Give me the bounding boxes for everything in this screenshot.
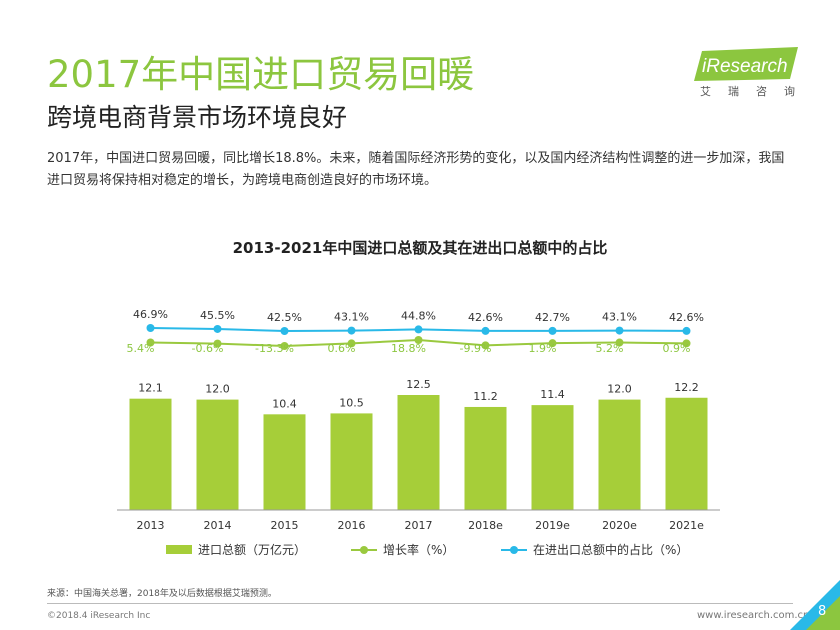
footer-divider bbox=[47, 603, 793, 604]
growth-data-label: 1.9% bbox=[529, 342, 557, 355]
x-tick-label: 2015 bbox=[271, 519, 299, 532]
bar-data-label: 12.0 bbox=[205, 383, 230, 396]
growth-data-label: 5.2% bbox=[596, 342, 624, 355]
logo-chinese: 艾 瑞 咨 询 bbox=[700, 83, 795, 99]
share-point bbox=[213, 324, 222, 333]
legend-item-share: 在进出口总额中的占比（%） bbox=[501, 541, 688, 558]
logo-char: 艾 bbox=[700, 85, 711, 98]
growth-point bbox=[682, 339, 691, 348]
chart-legend: 进口总额（万亿元） 增长率（%） 在进出口总额中的占比（%） bbox=[0, 541, 840, 561]
growth-point bbox=[347, 339, 356, 348]
bar bbox=[598, 399, 641, 510]
share-data-label: 43.1% bbox=[334, 311, 369, 324]
x-tick-label: 2019e bbox=[535, 519, 570, 532]
share-point bbox=[548, 326, 557, 335]
share-point bbox=[481, 326, 490, 335]
bar bbox=[263, 414, 306, 510]
footer-url: www.iresearch.com.cn bbox=[697, 610, 810, 621]
share-point bbox=[615, 326, 624, 335]
share-data-label: 44.8% bbox=[401, 309, 436, 322]
growth-point bbox=[280, 342, 289, 350]
legend-item-import: 进口总额（万亿元） bbox=[166, 541, 306, 558]
growth-data-label: -0.6% bbox=[192, 342, 224, 355]
bar-data-label: 11.4 bbox=[540, 388, 565, 401]
share-data-label: 46.9% bbox=[133, 308, 168, 321]
combo-chart: 12.1 12.0 10.4 10.5 12.5 11.2 11.4 12.0 12.2 2013… bbox=[117, 308, 720, 532]
bar bbox=[531, 405, 574, 510]
share-point bbox=[280, 327, 289, 335]
bar-data-label: 12.2 bbox=[674, 381, 699, 394]
share-point bbox=[347, 326, 356, 335]
share-point bbox=[682, 326, 691, 335]
bar-data-label: 10.5 bbox=[339, 396, 364, 409]
x-tick-label: 2018e bbox=[468, 519, 503, 532]
chart-title: 2013-2021年中国进口总额及其在进出口总额中的占比 bbox=[232, 239, 608, 257]
share-data-label: 42.5% bbox=[267, 311, 302, 324]
bar bbox=[397, 395, 440, 510]
share-data-label: 42.7% bbox=[535, 311, 570, 324]
x-tick-label: 2021e bbox=[669, 519, 704, 532]
bar bbox=[464, 406, 507, 510]
bar bbox=[665, 397, 708, 510]
growth-point bbox=[481, 341, 490, 350]
growth-point bbox=[146, 338, 155, 347]
logo-wordmark: iResearch bbox=[702, 56, 788, 77]
share-data-label: 45.5% bbox=[200, 309, 235, 322]
share-point bbox=[414, 325, 423, 334]
growth-data-label: 0.9% bbox=[663, 342, 691, 355]
bar-data-label: 12.5 bbox=[406, 378, 431, 391]
growth-data-label: -13.3% bbox=[255, 342, 294, 355]
share-point bbox=[146, 324, 155, 332]
bar-data-label: 12.0 bbox=[607, 383, 632, 396]
logo-char: 咨 bbox=[756, 85, 767, 98]
share-data-label: 43.1% bbox=[602, 311, 637, 324]
x-tick-label: 2020e bbox=[602, 519, 637, 532]
legend-label: 在进出口总额中的占比（%） bbox=[533, 543, 689, 557]
share-data-label: 42.6% bbox=[468, 311, 503, 324]
source-note: 来源：中国海关总署，2018年及以后数据根据艾瑞预测。 bbox=[47, 589, 277, 599]
x-tick-label: 2017 bbox=[405, 519, 433, 532]
legend-label: 增长率（%） bbox=[383, 543, 455, 557]
copyright-text: ©2018.4 iResearch Inc bbox=[47, 611, 151, 621]
x-tick-label: 2016 bbox=[338, 519, 366, 532]
bar bbox=[196, 399, 239, 510]
growth-data-label: 18.8% bbox=[391, 342, 426, 355]
bar-data-label: 11.2 bbox=[473, 390, 498, 403]
legend-swatch-bar bbox=[166, 545, 192, 554]
logo-char: 瑞 bbox=[728, 85, 739, 98]
x-tick-label: 2013 bbox=[137, 519, 165, 532]
page-title: 2017年中国进口贸易回暖 bbox=[47, 53, 475, 96]
description-text: 2017年，中国进口贸易回暖，同比增长18.8%。未来，随着国际经济形势的变化，… bbox=[47, 151, 785, 188]
share-data-label: 42.6% bbox=[669, 311, 704, 324]
page-number: 8 bbox=[818, 604, 827, 619]
corner-triangle-blue bbox=[790, 580, 840, 630]
growth-data-label: 0.6% bbox=[328, 342, 356, 355]
legend-swatch-line bbox=[501, 545, 527, 554]
bar-data-label: 10.4 bbox=[272, 397, 297, 410]
x-tick-label: 2014 bbox=[204, 519, 232, 532]
growth-point bbox=[213, 339, 222, 348]
iresearch-logo: iResearch 艾 瑞 咨 询 bbox=[690, 47, 802, 99]
page-subtitle: 跨境电商背景市场环境良好 bbox=[47, 103, 348, 132]
logo-badge: iResearch bbox=[694, 47, 798, 81]
legend-label: 进口总额（万亿元） bbox=[198, 543, 307, 557]
bar-data-label: 12.1 bbox=[138, 382, 163, 395]
growth-point bbox=[414, 336, 423, 344]
growth-data-label: 5.4% bbox=[127, 342, 155, 355]
bar bbox=[330, 413, 373, 510]
legend-swatch-line bbox=[351, 545, 377, 554]
growth-point bbox=[548, 339, 557, 348]
growth-data-label: -9.9% bbox=[460, 342, 492, 355]
logo-char: 询 bbox=[784, 85, 795, 98]
legend-item-growth: 增长率（%） bbox=[351, 541, 454, 558]
bar bbox=[129, 398, 172, 510]
growth-point bbox=[615, 338, 624, 347]
